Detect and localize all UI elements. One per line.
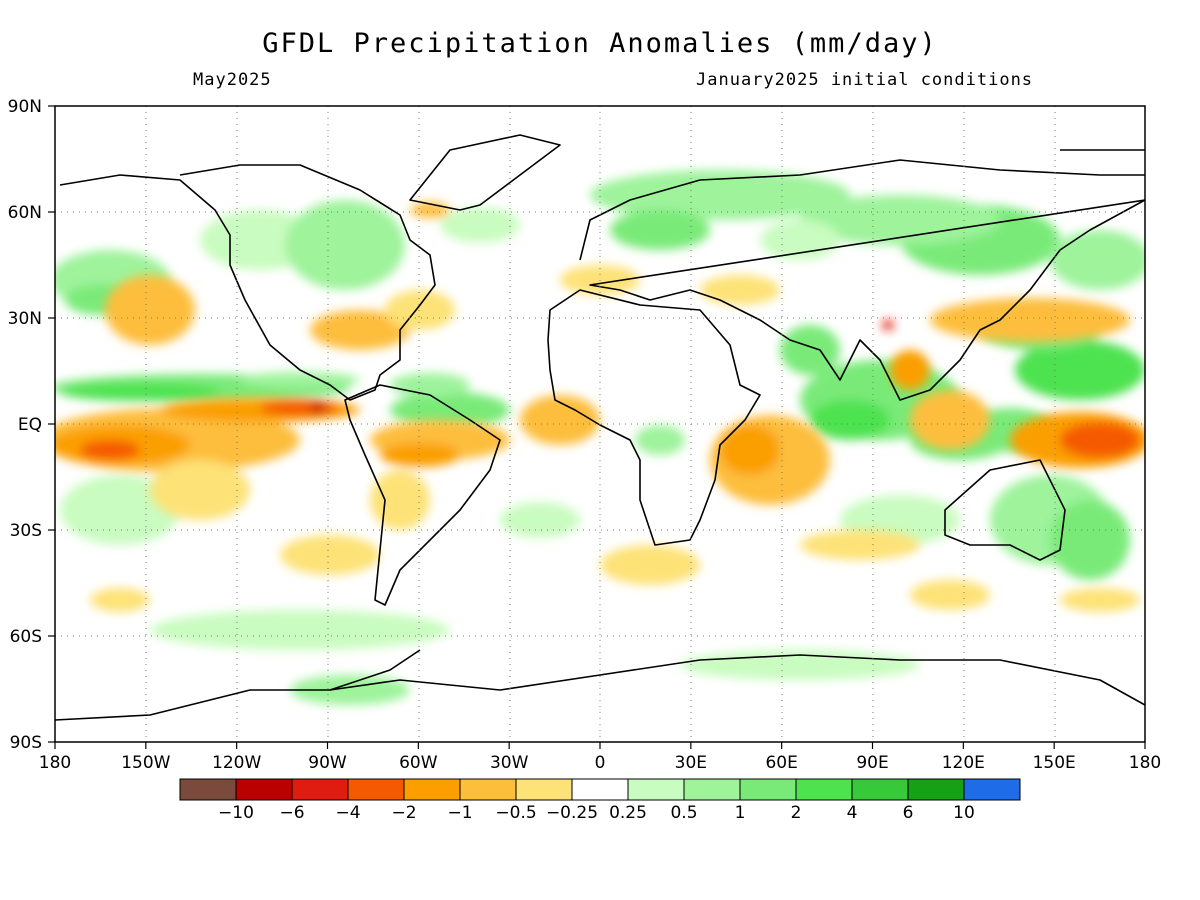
legend-swatch bbox=[571, 778, 629, 801]
lon-label: 90W bbox=[308, 753, 347, 773]
forecast-month: May2025 bbox=[193, 70, 272, 90]
legend-label: −4 bbox=[335, 803, 360, 823]
legend-label: 10 bbox=[953, 803, 975, 823]
lat-label: 90N bbox=[8, 97, 42, 117]
chart-title: GFDL Precipitation Anomalies (mm/day) bbox=[262, 28, 938, 59]
lat-label: EQ bbox=[18, 415, 42, 435]
legend-swatch bbox=[907, 778, 965, 801]
legend-label: 4 bbox=[847, 803, 858, 823]
longitude-axis: 180 150W 120W 90W 60W 30W 0 30E 60E 90E 120E 150E 18… bbox=[39, 742, 1161, 773]
legend-swatch bbox=[347, 778, 405, 801]
legend-swatch bbox=[683, 778, 741, 801]
latitude-axis: 90N 60N 30N EQ 30S 60S 90S bbox=[8, 97, 55, 753]
legend-swatch bbox=[459, 778, 517, 801]
legend-swatch bbox=[851, 778, 909, 801]
legend-swatch bbox=[795, 778, 853, 801]
lon-label: 90E bbox=[856, 753, 888, 773]
lon-label: 30E bbox=[675, 753, 707, 773]
color-legend: −10 −6 −4 −2 −1 −0.5 −0.25 0.25 0.5 1 2 4 6 10 bbox=[179, 778, 1021, 823]
legend-label: 1 bbox=[735, 803, 746, 823]
legend-swatch bbox=[403, 778, 461, 801]
lon-label: 60E bbox=[765, 753, 797, 773]
lon-label: 150W bbox=[121, 753, 170, 773]
legend-label: 0.5 bbox=[670, 803, 697, 823]
lat-label: 60N bbox=[8, 203, 42, 223]
lon-label: 30W bbox=[490, 753, 529, 773]
lon-label: 120E bbox=[942, 753, 985, 773]
legend-label: −1 bbox=[447, 803, 472, 823]
legend-label: −10 bbox=[218, 803, 254, 823]
legend-label: 2 bbox=[791, 803, 802, 823]
lon-label: 60W bbox=[399, 753, 438, 773]
lat-label: 90S bbox=[10, 733, 42, 753]
lon-label: 180 bbox=[1129, 753, 1161, 773]
legend-label: −6 bbox=[279, 803, 304, 823]
lat-label: 60S bbox=[10, 627, 42, 647]
legend-swatch bbox=[179, 778, 237, 801]
lon-label: 150E bbox=[1033, 753, 1076, 773]
legend-label: 6 bbox=[903, 803, 914, 823]
legend-label: −0.5 bbox=[495, 803, 536, 823]
graticule bbox=[55, 106, 1145, 742]
lon-label: 180 bbox=[39, 753, 71, 773]
coastlines bbox=[55, 134, 1145, 721]
legend-label: 0.25 bbox=[609, 803, 647, 823]
lon-label: 120W bbox=[212, 753, 261, 773]
legend-swatch bbox=[235, 778, 293, 801]
lat-label: 30N bbox=[8, 309, 42, 329]
initial-conditions: January2025 initial conditions bbox=[696, 70, 1034, 90]
legend-swatch bbox=[963, 778, 1021, 801]
legend-swatch bbox=[627, 778, 685, 801]
legend-label: −2 bbox=[391, 803, 416, 823]
legend-label: −0.25 bbox=[546, 803, 598, 823]
lat-label: 30S bbox=[10, 521, 42, 541]
legend-swatch bbox=[739, 778, 797, 801]
lon-label: 0 bbox=[595, 753, 606, 773]
legend-swatch bbox=[291, 778, 349, 801]
anomaly-field bbox=[55, 134, 1145, 721]
legend-swatch bbox=[515, 778, 573, 801]
